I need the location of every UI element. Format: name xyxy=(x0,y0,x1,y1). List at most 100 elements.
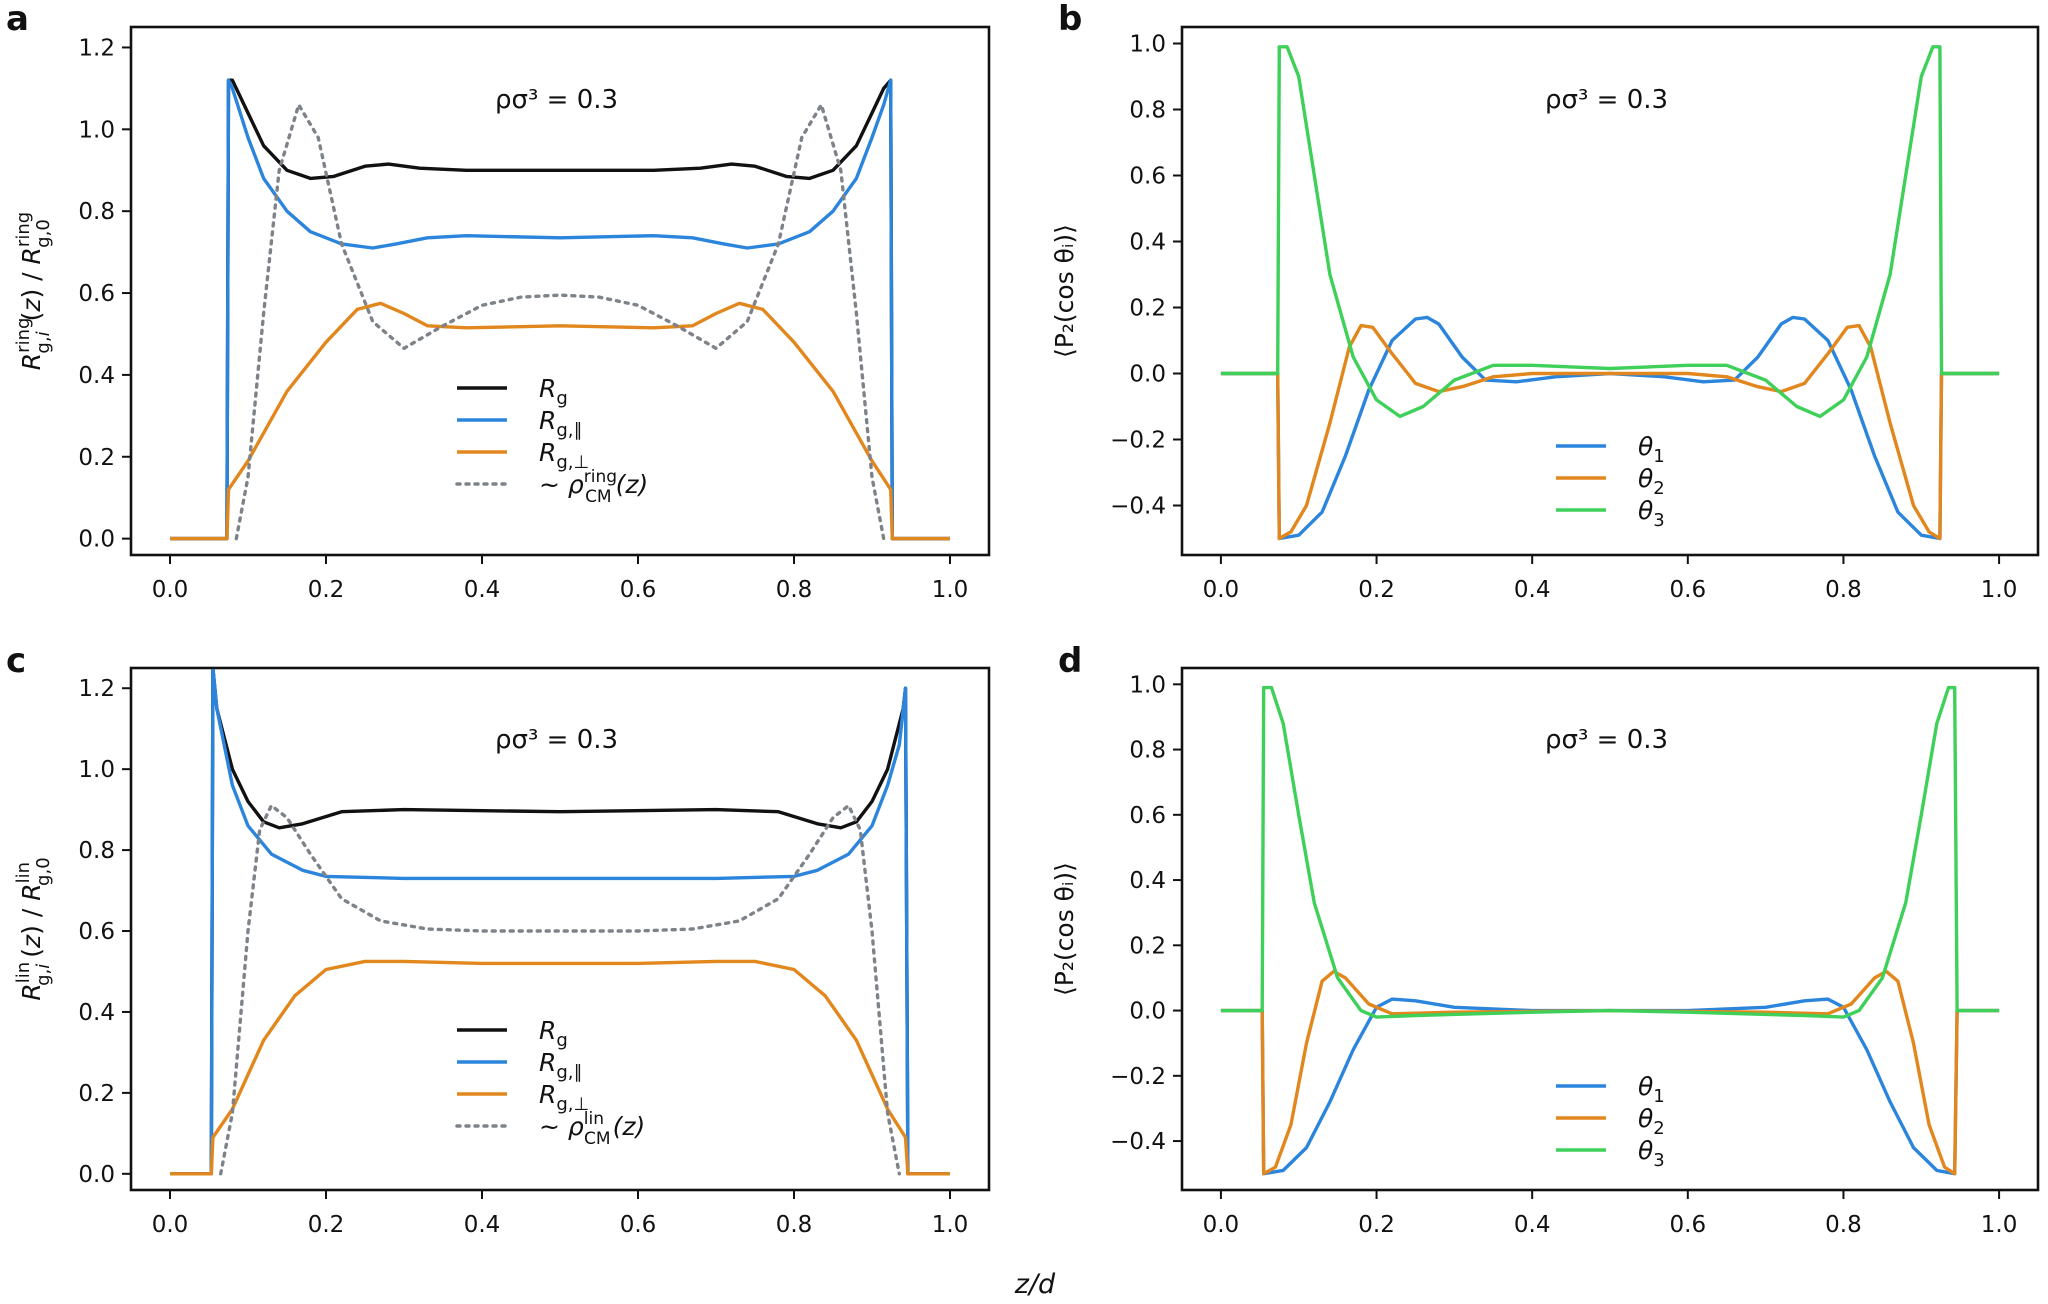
legend-label: θ2 xyxy=(1638,464,1665,499)
x-tick-label: 0.6 xyxy=(620,577,657,603)
y-axis-label: Rling,i(z) / Rling,0 xyxy=(13,857,54,1000)
density-annotation: ρσ³ = 0.3 xyxy=(1545,85,1668,115)
y-tick-label: 1.0 xyxy=(1129,32,1166,58)
x-tick-label: 0.2 xyxy=(308,577,345,603)
panel-letter: c xyxy=(6,641,26,681)
series-line-a-1 xyxy=(170,78,950,541)
density-annotation: ρσ³ = 0.3 xyxy=(495,725,618,755)
y-tick-label: 0.0 xyxy=(78,1162,115,1188)
x-tick-label: 0.2 xyxy=(1358,1212,1395,1238)
y-tick-label: 0.8 xyxy=(1129,738,1166,764)
series-line-c-3 xyxy=(170,959,950,1176)
x-tick-label: 0.0 xyxy=(152,577,189,603)
y-tick-label: 1.0 xyxy=(78,117,115,143)
y-axis-label: ⟨P₂(cos θᵢ)⟩ xyxy=(1050,862,1079,996)
y-tick-label: 0.0 xyxy=(1129,999,1166,1025)
x-axis-label: z/d xyxy=(1014,1269,1056,1300)
panel-a: a 0.0 0.2 0.4 0.6 0.8 1.0 0.0 0.2 0.4 0.6 0.8 1.0 1.2… xyxy=(6,0,991,603)
series-line-d-1 xyxy=(1220,997,2000,1176)
y-axis-label: ⟨P₂(cos θᵢ)⟩ xyxy=(1050,224,1079,358)
y-tick-label: 0.8 xyxy=(1129,98,1166,124)
x-tick-label: 0.8 xyxy=(776,577,813,603)
legend-label: ~ ρlin CM(z) xyxy=(539,1109,645,1149)
x-tick-label: 1.0 xyxy=(1981,1212,2018,1238)
panel-b: b 0.0 0.2 0.4 0.6 0.8 1.0 −0.4 −0.2 0.0 0.2 0.4 0.6 0… xyxy=(1050,0,2040,603)
x-tick-label: 0.4 xyxy=(464,577,501,603)
y-tick-label: 0.8 xyxy=(78,838,115,864)
x-tick-label: 0.0 xyxy=(1203,577,1240,603)
x-tick-label: 0.6 xyxy=(620,1212,657,1238)
legend-label: Rg,⊥ xyxy=(539,438,589,473)
x-tick-label: 0.8 xyxy=(1825,577,1862,603)
legend-label: θ3 xyxy=(1638,1136,1665,1171)
y-tick-label: 0.6 xyxy=(1129,803,1166,829)
x-tick-label: 1.0 xyxy=(1981,577,2018,603)
x-tick-label: 0.6 xyxy=(1670,577,1707,603)
legend-label: θ2 xyxy=(1638,1104,1665,1139)
legend-label: θ3 xyxy=(1638,496,1665,531)
y-tick-label: 0.4 xyxy=(78,363,115,389)
legend-label: ~ ρring CM (z) xyxy=(539,467,648,507)
y-tick-label: 0.2 xyxy=(1129,296,1166,322)
panel-c: c 0.0 0.2 0.4 0.6 0.8 1.0 0.0 0.2 0.4 0.6 0.8 1.0 1.2… xyxy=(6,641,991,1238)
x-tick-label: 0.8 xyxy=(1825,1212,1862,1238)
series-line-d-2 xyxy=(1220,969,2000,1176)
x-tick-label: 0.4 xyxy=(464,1212,501,1238)
y-tick-label: 0.2 xyxy=(1129,933,1166,959)
series-line-b-3 xyxy=(1220,45,2000,419)
x-tick-label: 0.4 xyxy=(1514,577,1551,603)
y-tick-label: 0.0 xyxy=(1129,362,1166,388)
panel-letter: a xyxy=(6,0,29,39)
axes-frame xyxy=(129,25,991,557)
x-tick-label: 0.4 xyxy=(1514,1212,1551,1238)
legend-label: Rg xyxy=(539,374,568,409)
x-tick-label: 0.6 xyxy=(1670,1212,1707,1238)
series-line-a-4 xyxy=(234,103,886,541)
y-tick-label: 1.0 xyxy=(1129,672,1166,698)
x-tick-label: 0.8 xyxy=(776,1212,813,1238)
panel-letter: d xyxy=(1058,641,1082,681)
density-annotation: ρσ³ = 0.3 xyxy=(495,85,618,115)
axes-frame xyxy=(1180,666,2040,1192)
y-tick-label: 0.2 xyxy=(78,1081,115,1107)
panel-d: d 0.0 0.2 0.4 0.6 0.8 1.0 −0.4 −0.2 0.0 0.2 0.4 0.6 0… xyxy=(1050,641,2040,1238)
series-line-b-2 xyxy=(1220,323,2000,541)
y-tick-label: −0.4 xyxy=(1110,494,1166,520)
legend-label: Rg,∥ xyxy=(539,1048,583,1083)
series-line-c-4 xyxy=(219,803,901,1176)
legend-label: Rg,∥ xyxy=(539,406,583,441)
axes-frame xyxy=(129,666,991,1192)
y-tick-label: −0.2 xyxy=(1110,428,1166,454)
series-line-b-1 xyxy=(1220,315,2000,541)
x-tick-label: 0.2 xyxy=(1358,577,1395,603)
y-tick-label: −0.2 xyxy=(1110,1064,1166,1090)
y-tick-label: 0.6 xyxy=(78,919,115,945)
y-tick-label: 1.2 xyxy=(78,35,115,61)
legend-label: Rg xyxy=(539,1016,568,1051)
y-tick-label: 0.6 xyxy=(1129,164,1166,190)
y-tick-label: 0.4 xyxy=(1129,230,1166,256)
x-tick-label: 0.0 xyxy=(152,1212,189,1238)
y-tick-label: 0.8 xyxy=(78,199,115,225)
series-line-a-2 xyxy=(170,78,950,541)
y-tick-label: 0.4 xyxy=(78,1000,115,1026)
y-tick-label: 1.2 xyxy=(78,676,115,702)
legend-label: θ1 xyxy=(1638,1072,1665,1107)
series-line-c-2 xyxy=(170,669,950,1176)
series-line-d-3 xyxy=(1220,685,2000,1019)
series-line-c-1 xyxy=(170,669,950,1176)
y-tick-label: −0.4 xyxy=(1110,1129,1166,1155)
y-tick-label: 1.0 xyxy=(78,757,115,783)
x-tick-label: 1.0 xyxy=(932,1212,969,1238)
density-annotation: ρσ³ = 0.3 xyxy=(1545,725,1668,755)
x-tick-label: 0.2 xyxy=(308,1212,345,1238)
y-tick-label: 0.6 xyxy=(78,281,115,307)
y-tick-label: 0.4 xyxy=(1129,868,1166,894)
y-tick-label: 0.0 xyxy=(78,527,115,553)
legend-label: θ1 xyxy=(1638,432,1665,467)
legend-label: Rg,⊥ xyxy=(539,1080,589,1115)
series-line-a-3 xyxy=(170,301,950,541)
y-tick-label: 0.2 xyxy=(78,445,115,471)
x-tick-label: 0.0 xyxy=(1203,1212,1240,1238)
